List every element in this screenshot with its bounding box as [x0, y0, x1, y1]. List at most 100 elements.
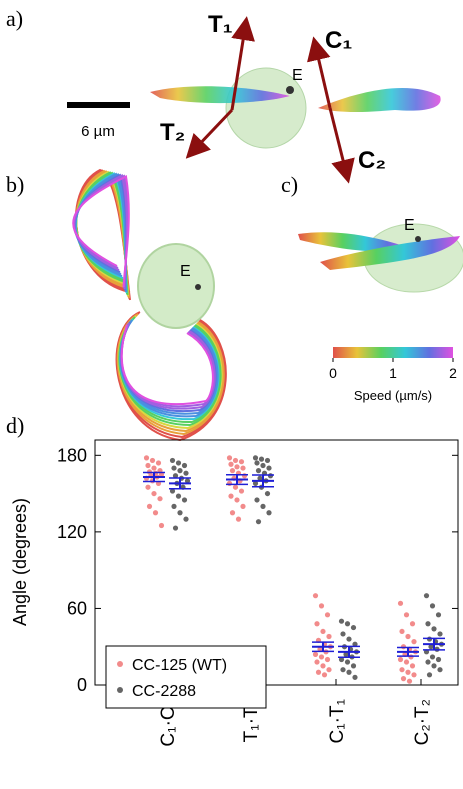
data-point [312, 651, 319, 657]
data-point [326, 633, 332, 640]
data-point [350, 663, 357, 669]
data-point [320, 663, 326, 669]
y-tick-label: 0 [77, 675, 87, 695]
data-point [312, 593, 319, 599]
data-point [260, 462, 266, 469]
flagellum-trace [72, 174, 130, 288]
data-point [429, 603, 436, 609]
data-point [172, 525, 179, 531]
data-point [241, 473, 248, 479]
data-point [175, 460, 182, 466]
data-point [171, 465, 177, 471]
arrow-label: T₁ [208, 11, 233, 38]
data-point [425, 621, 431, 627]
data-point [399, 628, 405, 635]
data-point [338, 618, 345, 624]
render-b [72, 168, 227, 442]
data-point [397, 656, 404, 663]
data-point [426, 672, 433, 678]
data-point [314, 621, 320, 627]
legend-marker [117, 687, 123, 693]
data-point [157, 496, 163, 502]
data-point [431, 663, 437, 669]
data-point [266, 465, 272, 471]
data-point [340, 631, 346, 637]
data-point [228, 461, 234, 467]
y-tick-label: 120 [57, 522, 87, 542]
data-point [423, 593, 430, 599]
render-c [298, 223, 463, 293]
data-point [169, 457, 176, 464]
render-a [67, 16, 441, 184]
data-point [318, 603, 325, 609]
data-point [431, 626, 437, 632]
data-point [184, 478, 191, 484]
data-point [254, 460, 260, 466]
legend-marker [117, 661, 123, 667]
scale-bar-label: 6 µm [81, 123, 115, 140]
data-point [405, 633, 411, 640]
data-point [181, 497, 188, 503]
cell-label: E [180, 263, 191, 280]
data-point [240, 503, 246, 509]
data-point [435, 656, 442, 663]
data-point [266, 510, 272, 516]
data-point [409, 663, 416, 669]
data-point [326, 667, 332, 673]
data-point [400, 644, 407, 650]
data-point [181, 462, 188, 469]
y-tick-label: 60 [67, 598, 87, 618]
data-point [411, 672, 417, 678]
data-point [437, 631, 443, 637]
data-point [226, 455, 233, 461]
data-point [158, 522, 165, 529]
colorbar-tick-label: 1 [389, 365, 397, 381]
data-point [149, 457, 156, 464]
colorbar-tick-label: 2 [449, 365, 457, 381]
data-point [177, 468, 183, 474]
data-point [324, 656, 331, 663]
legend-label: CC-125 (WT) [132, 657, 227, 674]
data-point [318, 654, 325, 660]
cell-label: E [292, 67, 303, 84]
data-point [254, 497, 260, 503]
data-point [403, 612, 410, 618]
data-point [258, 456, 265, 462]
data-point [171, 503, 177, 509]
data-point [428, 644, 434, 650]
data-point [338, 656, 345, 663]
data-point [340, 667, 346, 673]
data-point [238, 488, 245, 494]
data-point [145, 462, 151, 469]
x-tick-label: C₁·T₁ [327, 699, 348, 743]
data-point [343, 651, 349, 657]
data-point [234, 464, 240, 470]
data-point [403, 659, 410, 665]
data-point [152, 510, 159, 516]
data-point [352, 674, 358, 680]
data-point [229, 468, 236, 474]
y-tick-label: 180 [57, 445, 87, 465]
data-point [177, 510, 183, 516]
colorbar [333, 347, 453, 358]
data-point [346, 636, 352, 642]
data-point [346, 669, 352, 675]
data-point [232, 457, 239, 464]
data-point [350, 624, 357, 631]
data-point [232, 484, 239, 490]
data-point [267, 473, 274, 479]
legend-label: CC-2288 [132, 683, 196, 700]
panel-label: a) [6, 6, 23, 31]
x-tick-label: C₁·C₂ [158, 699, 179, 747]
data-point [252, 455, 259, 461]
data-point [255, 468, 262, 474]
data-point [240, 465, 246, 471]
data-point [238, 459, 245, 465]
y-axis-label: Angle (degrees) [10, 498, 30, 626]
data-point [151, 465, 157, 471]
data-point [252, 480, 259, 486]
data-point [155, 460, 162, 466]
x-tick-label: C₂·T₂ [412, 699, 433, 745]
data-point [264, 457, 271, 464]
